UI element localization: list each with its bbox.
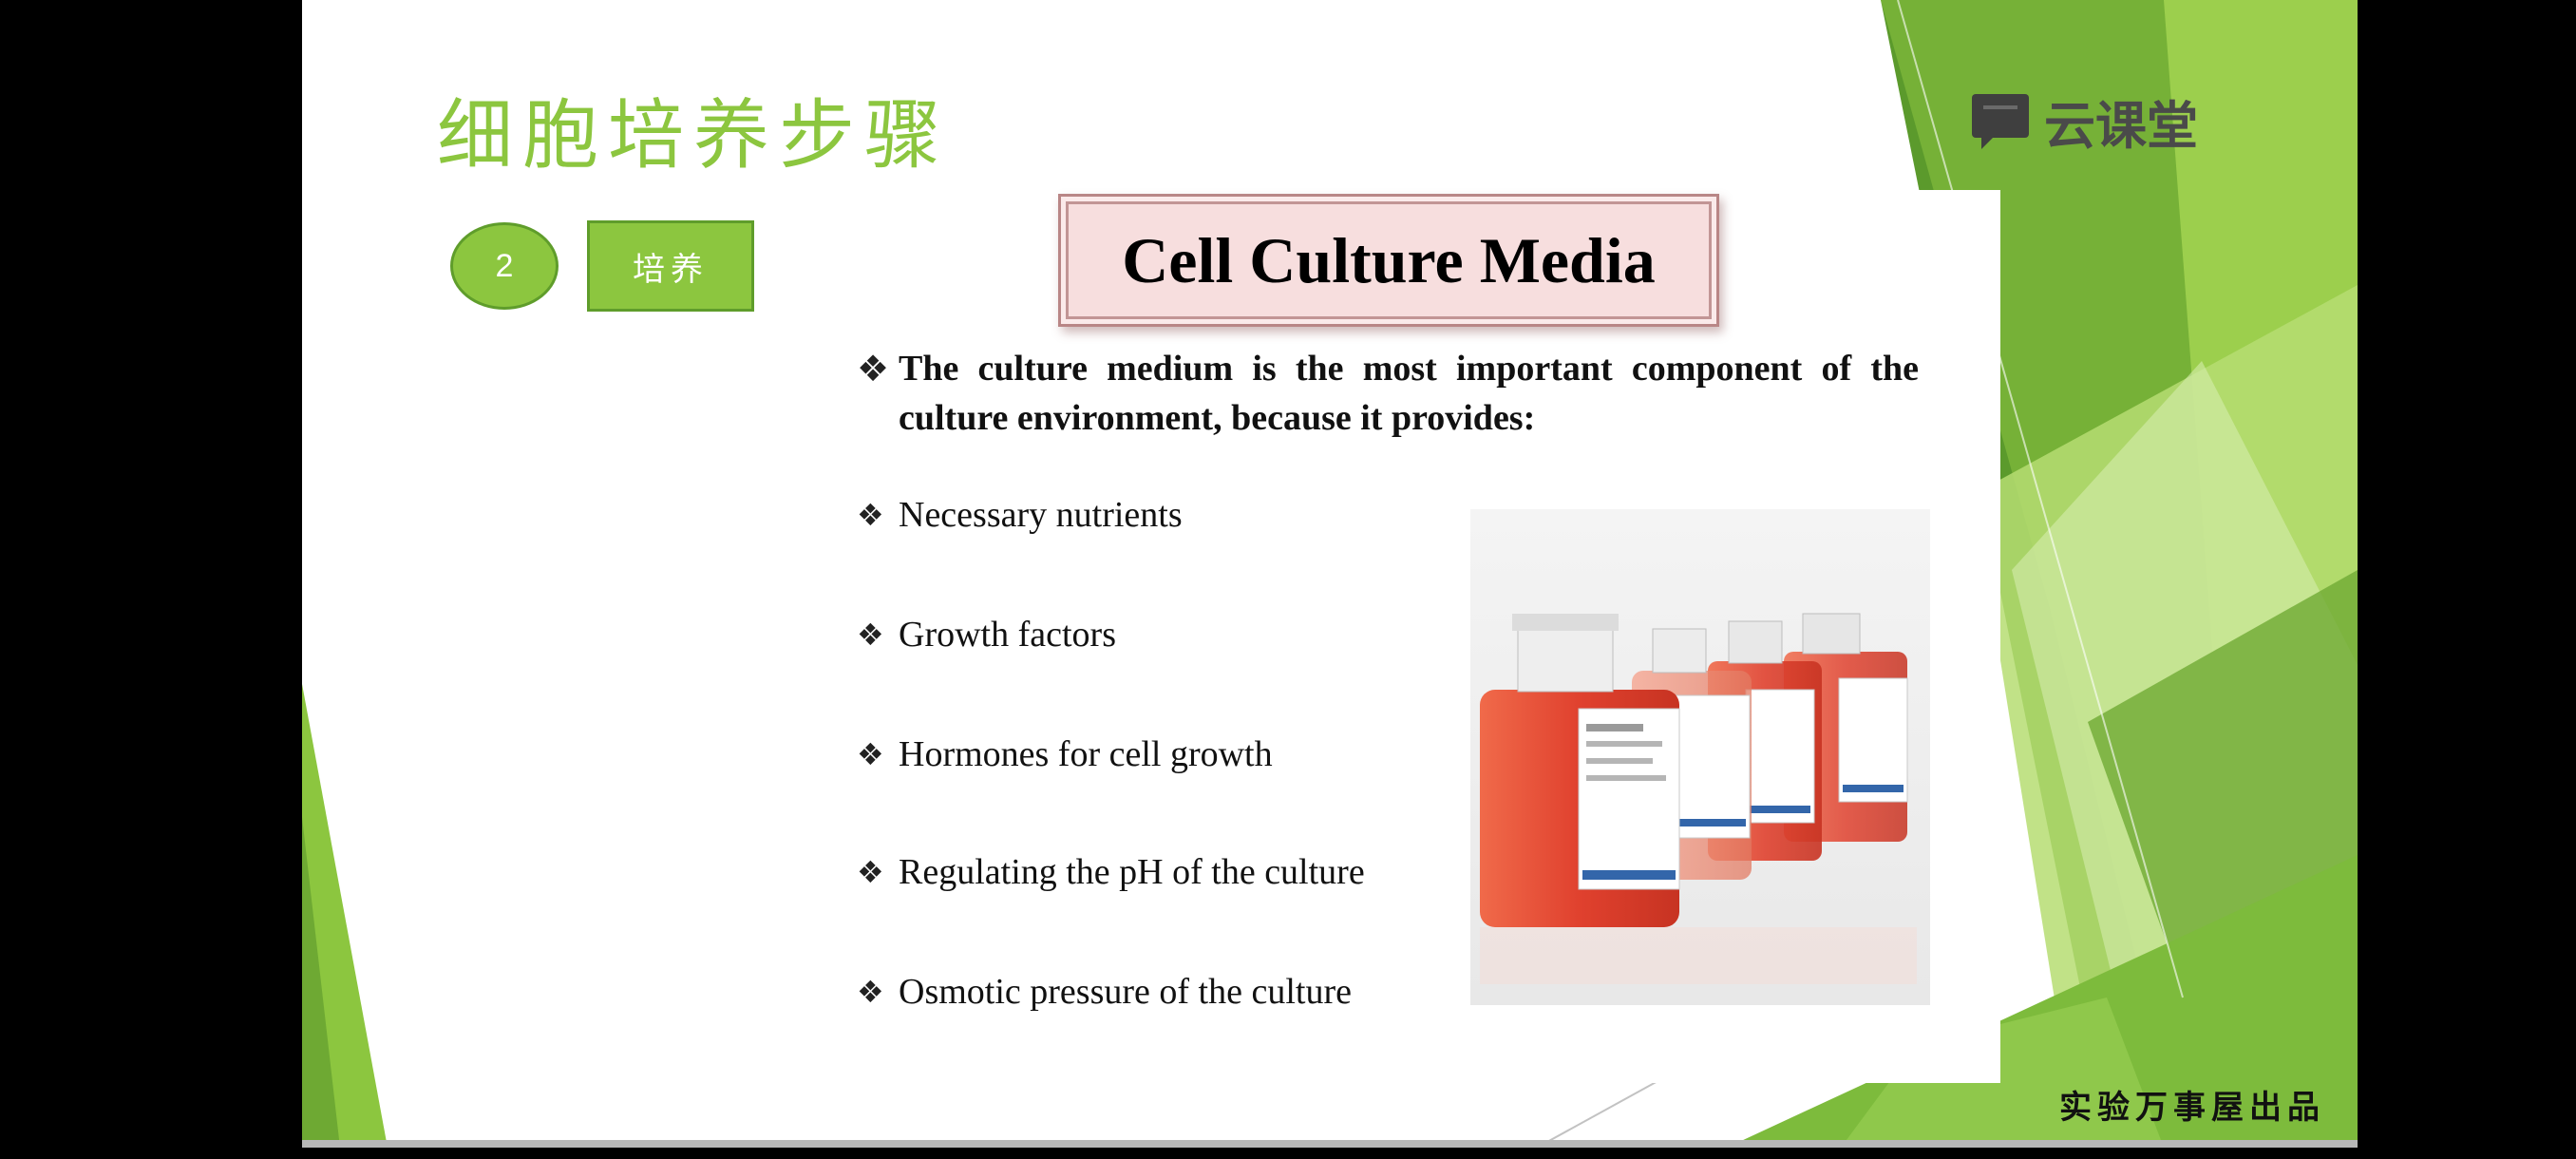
media-title: Cell Culture Media [1122, 223, 1656, 296]
intro-text: The culture medium is the most important… [899, 349, 1919, 438]
chat-bubble-icon [1972, 93, 2029, 149]
intro-paragraph: ❖ The culture medium is the most importa… [857, 344, 1919, 443]
list-item-text: Regulating the pH of the culture [899, 852, 1365, 892]
diamond-bullet-icon: ❖ [857, 736, 884, 772]
list-item: ❖ Regulating the pH of the culture [857, 851, 1365, 893]
step-label: 培养 [587, 220, 754, 312]
list-item: ❖ Growth factors [857, 614, 1116, 656]
yunketang-logo: 云课堂 [1970, 84, 2198, 159]
diamond-bullet-icon: ❖ [857, 617, 884, 653]
slide-background-decoration [302, 0, 2358, 1148]
slide-title: 细胞培养步骤 [437, 91, 950, 180]
list-item: ❖ Necessary nutrients [857, 494, 1183, 536]
diamond-bullet-icon: ❖ [857, 348, 890, 390]
list-item: ❖ Osmotic pressure of the culture [857, 971, 1352, 1013]
list-item-text: Osmotic pressure of the culture [899, 972, 1352, 1012]
diamond-bullet-icon: ❖ [857, 974, 884, 1010]
list-item-text: Necessary nutrients [899, 495, 1183, 535]
media-title-box: Cell Culture Media [1066, 201, 1712, 319]
footer-credit: 实验万事屋出品 [2059, 1089, 2325, 1127]
presentation-slide: 细胞培养步骤 云课堂 2 培养 Cell Culture Media ❖ The… [302, 0, 2358, 1148]
list-item-text: Growth factors [899, 615, 1116, 655]
diamond-bullet-icon: ❖ [857, 497, 884, 533]
logo-text: 云课堂 [2044, 96, 2198, 156]
step-number-badge: 2 [450, 222, 559, 310]
list-item: ❖ Hormones for cell growth [857, 733, 1273, 775]
diamond-bullet-icon: ❖ [857, 854, 884, 890]
list-item-text: Hormones for cell growth [899, 734, 1273, 774]
culture-media-bottles-image [1470, 509, 1930, 1005]
